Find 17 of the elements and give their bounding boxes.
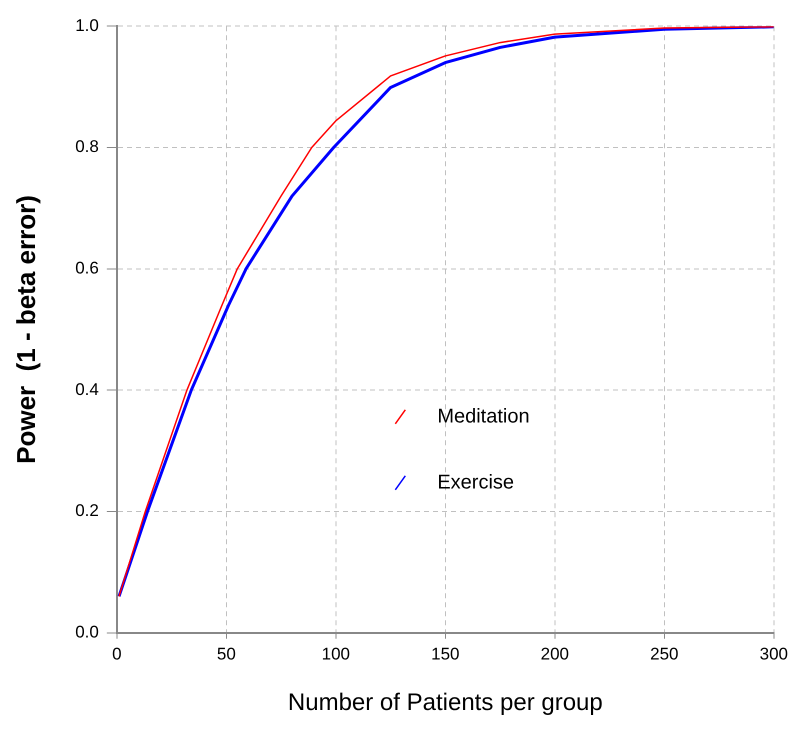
y-axis-title: Power (1 - beta error) — [10, 195, 41, 464]
x-tick-label: 0 — [112, 644, 122, 664]
y-tick-label: 0.8 — [75, 137, 99, 156]
y-tick-label: 0.4 — [75, 380, 99, 399]
legend-label: Meditation — [437, 405, 530, 428]
x-tick-label: 200 — [540, 644, 570, 664]
x-tick-label: 50 — [216, 644, 236, 664]
x-axis-title: Number of Patients per group — [288, 689, 603, 716]
y-tick-label: 0.2 — [75, 501, 99, 520]
y-tick-label: 0.0 — [75, 622, 99, 642]
x-tick-label: 250 — [650, 644, 679, 664]
y-tick-label: 1.0 — [75, 16, 99, 35]
x-tick-label: 300 — [760, 644, 788, 664]
x-tick-label: 100 — [322, 644, 350, 664]
y-tick-label: 0.6 — [75, 258, 99, 278]
x-tick-label: 150 — [431, 644, 460, 664]
legend-label: Exercise — [437, 471, 514, 494]
